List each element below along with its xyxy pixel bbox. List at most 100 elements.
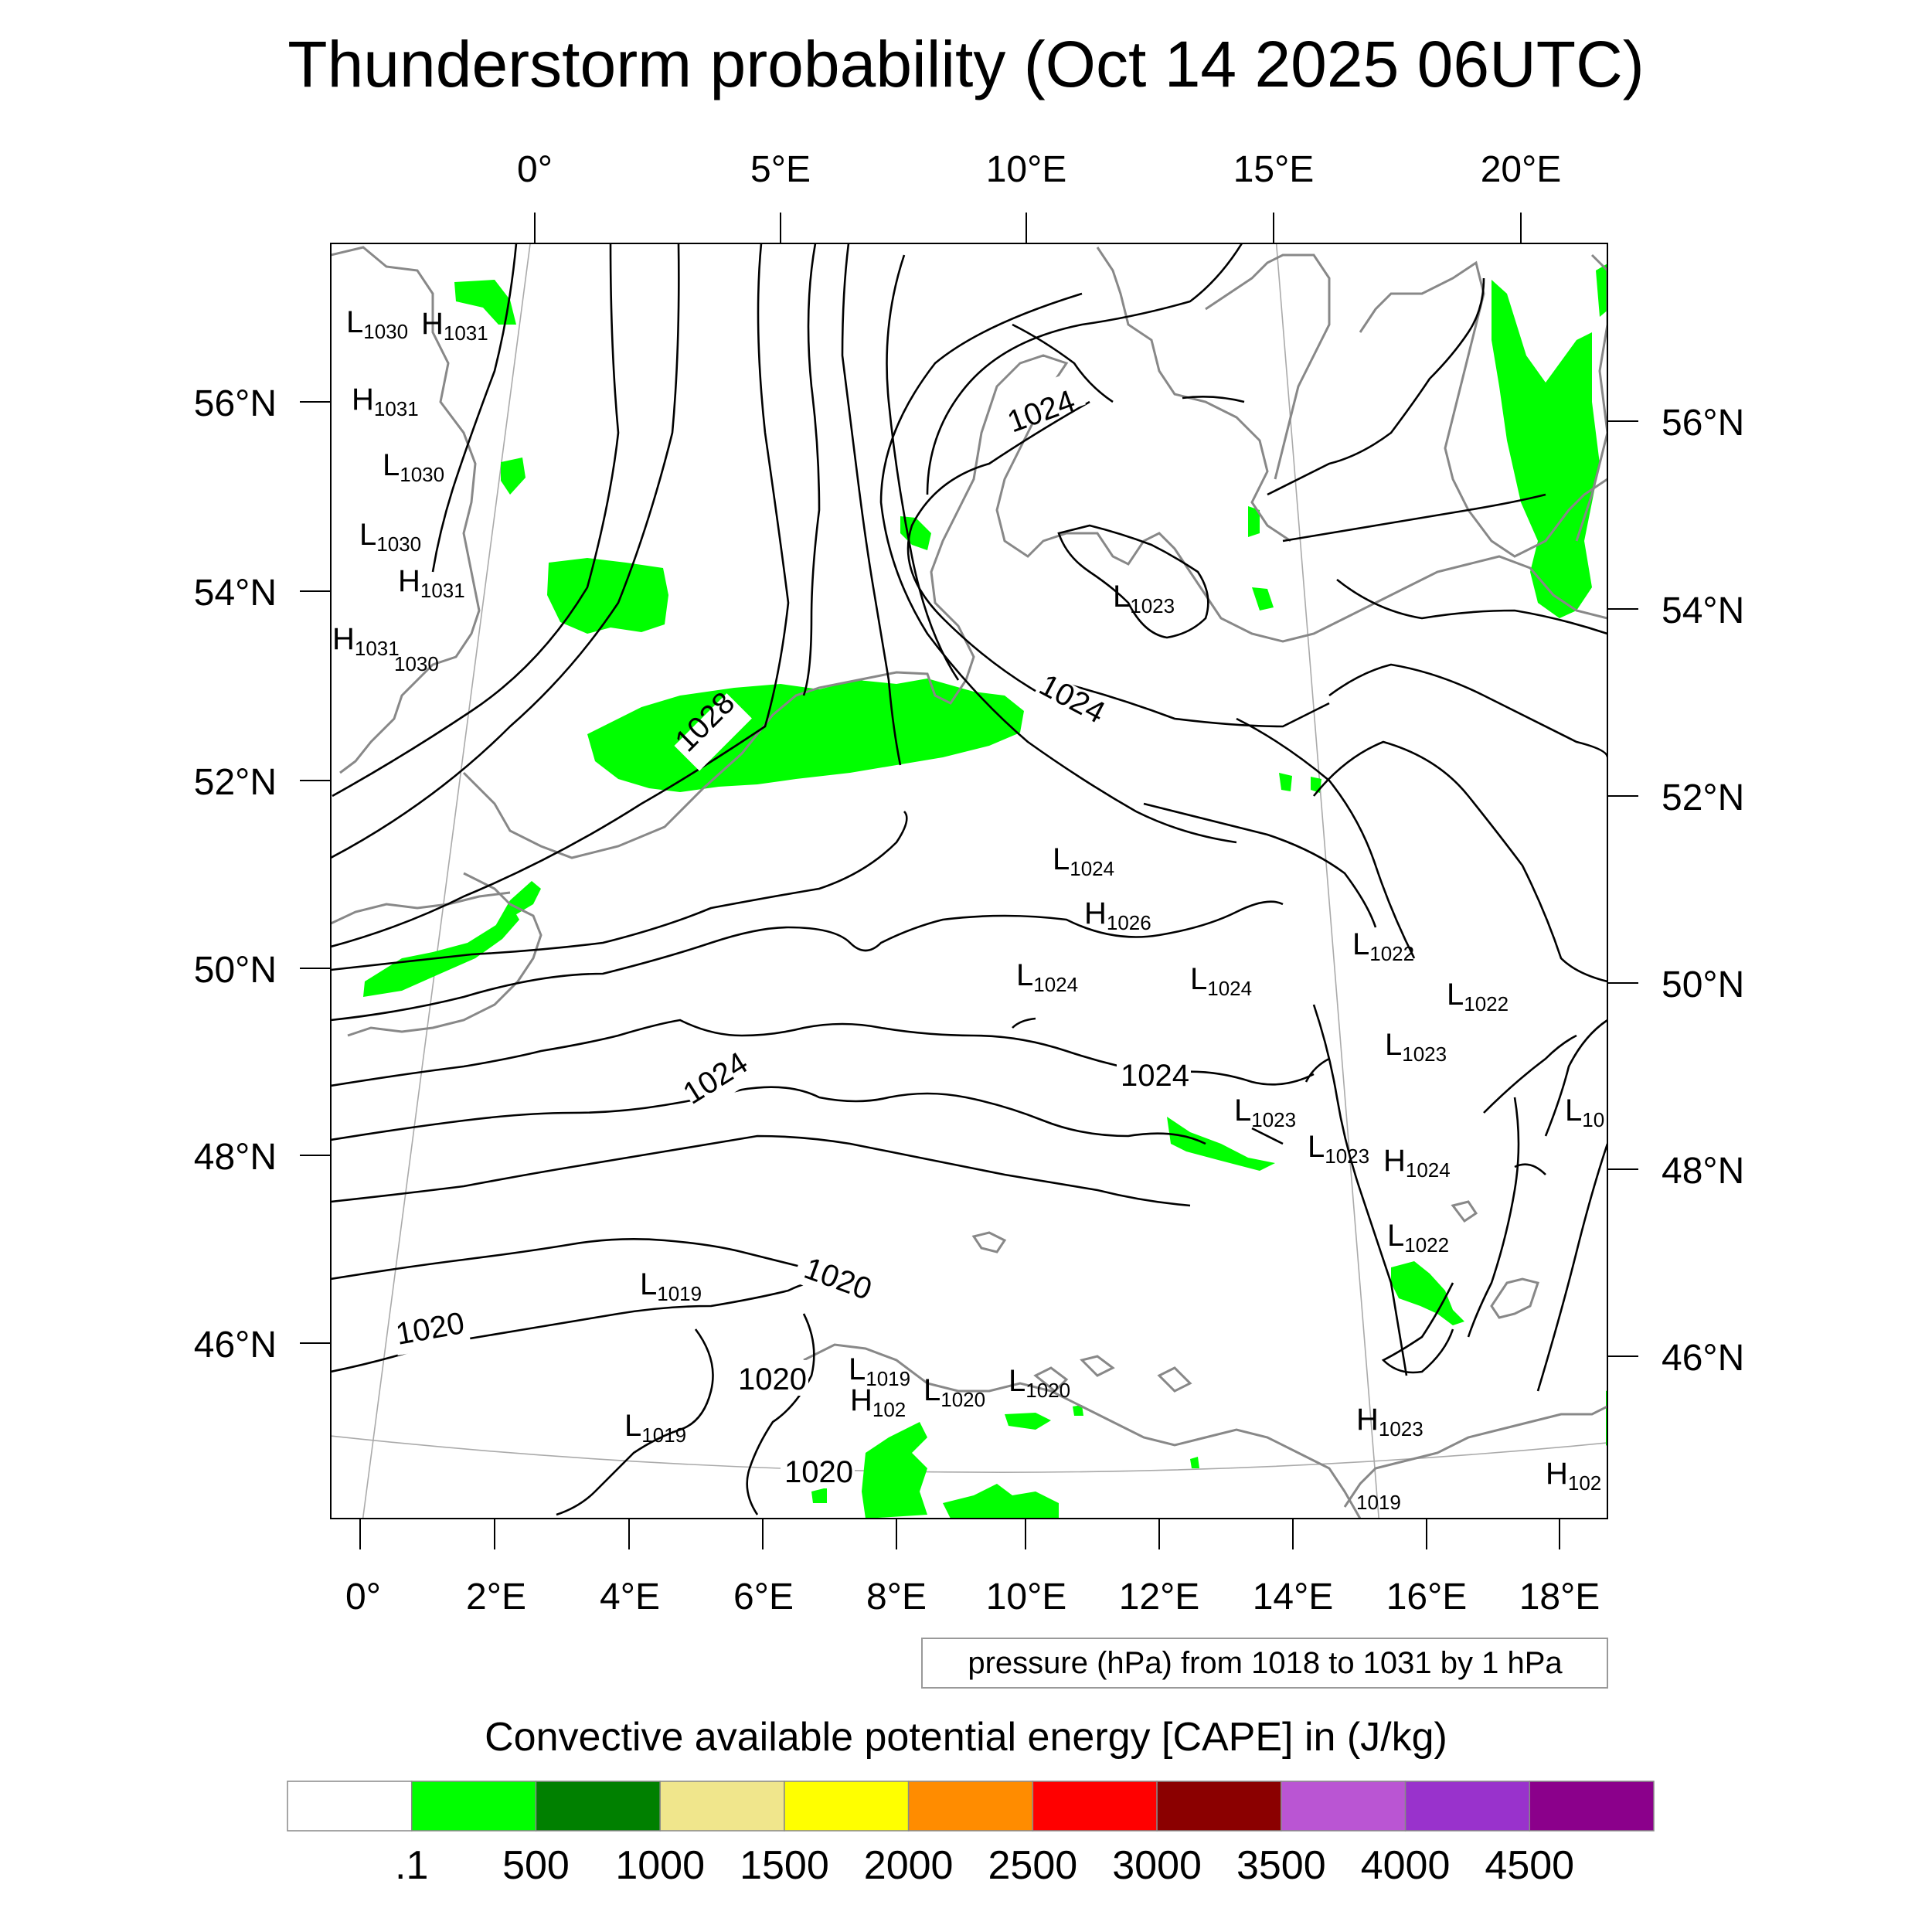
colorbar-tick-label: 2500 <box>988 1843 1078 1888</box>
contour-info-box <box>921 1638 1608 1689</box>
bottom-lon-tick-label: 8°E <box>866 1577 927 1617</box>
cape-field-austria <box>1167 1117 1275 1171</box>
cape-field-small-2 <box>1073 1405 1083 1416</box>
pressure-center: H1026 <box>1084 896 1151 934</box>
colorbar-tick-label: 1500 <box>740 1843 829 1888</box>
top-longitude-axis <box>534 213 1522 243</box>
right-latitude-axis <box>1607 420 1638 1357</box>
cape-field-italy-2 <box>1005 1413 1051 1430</box>
colorbar-tick-label: 3500 <box>1236 1843 1326 1888</box>
graticule <box>331 243 1607 1519</box>
top-lon-tick-label: 10°E <box>986 149 1067 190</box>
cape-field-poland <box>1248 506 1260 537</box>
pressure-center: L1020 <box>923 1373 985 1411</box>
colorbar-swatch <box>287 1781 413 1832</box>
cape-field-baltic-east <box>1492 280 1600 618</box>
cape-field-alps-small <box>811 1488 827 1503</box>
left-lat-tick-label: 56°N <box>194 383 277 424</box>
colorbar-swatch <box>784 1781 910 1832</box>
pressure-center: H1031 <box>398 564 465 602</box>
pressure-center: H102 <box>850 1383 906 1421</box>
pressure-center: L1022 <box>1447 978 1509 1015</box>
bottom-lon-tick-label: 6°E <box>733 1577 794 1617</box>
colorbar-tick-label: 2000 <box>864 1843 954 1888</box>
left-lat-tick-label: 52°N <box>194 762 277 803</box>
pressure-center: L1020 <box>1009 1364 1070 1402</box>
pressure-centers: L1030 H1031 H1031 L1030 L1030 H1031 H103… <box>332 305 1604 1514</box>
bottom-longitude-axis <box>359 1519 1560 1549</box>
bottom-lon-tick-label: 10°E <box>986 1577 1067 1617</box>
colorbar-tick-label: 3000 <box>1112 1843 1202 1888</box>
colorbar-swatch <box>1404 1781 1531 1832</box>
bottom-lon-tick-label: 12°E <box>1119 1577 1200 1617</box>
cape-field-italy <box>943 1484 1059 1519</box>
cape-field-channel-2 <box>495 881 541 927</box>
bottom-lon-tick-label: 0° <box>345 1577 381 1617</box>
colorbar-swatch <box>1529 1781 1655 1832</box>
pressure-center: H1031 <box>332 622 400 660</box>
top-lon-tick-label: 20°E <box>1481 149 1562 190</box>
colorbar-tick-label: 4500 <box>1485 1843 1574 1888</box>
left-lat-tick-label: 48°N <box>194 1137 277 1178</box>
pressure-center: H1024 <box>1383 1144 1451 1182</box>
cape-field-north-sea-north <box>454 280 516 325</box>
contour-label: 1020 <box>784 1455 853 1489</box>
colorbar <box>287 1781 1655 1832</box>
pressure-center: H102 <box>1546 1457 1601 1495</box>
pressure-center: L1023 <box>1113 580 1175 617</box>
right-lat-tick-label: 56°N <box>1662 403 1744 444</box>
cape-field-poland-2 <box>1279 773 1292 791</box>
colorbar-title: Convective available potential energy [C… <box>485 1715 1447 1760</box>
pressure-center: L1024 <box>1016 958 1078 996</box>
cape-field-baltic-east-2 <box>1596 264 1607 317</box>
top-lon-tick-label: 15°E <box>1233 149 1315 190</box>
pressure-center: L1019 <box>849 1352 910 1390</box>
colorbar-swatch <box>535 1781 661 1832</box>
pressure-center: L1022 <box>1352 927 1414 965</box>
left-latitude-axis <box>300 401 331 1344</box>
left-lat-tick-label: 50°N <box>194 950 277 991</box>
colorbar-tick-label: 4000 <box>1361 1843 1451 1888</box>
cape-field-channel <box>363 910 519 997</box>
right-lat-tick-label: 46°N <box>1662 1338 1744 1379</box>
figure-title: Thunderstorm probability (Oct 14 2025 06… <box>287 28 1644 100</box>
pressure-center: L10 <box>1565 1094 1604 1131</box>
bottom-lon-tick-label: 2°E <box>466 1577 526 1617</box>
colorbar-swatch <box>659 1781 785 1832</box>
colorbar-swatch <box>1156 1781 1282 1832</box>
bottom-lon-tick-label: 18°E <box>1519 1577 1600 1617</box>
colorbar-labels: .1 500 1000 1500 2000 2500 3000 3500 4000 4500 <box>395 1843 1574 1888</box>
colorbar-tick-label: .1 <box>395 1843 428 1888</box>
pressure-center: 1019 <box>1356 1491 1401 1514</box>
pressure-center: H1031 <box>352 383 419 420</box>
bottom-lon-tick-label: 14°E <box>1253 1577 1334 1617</box>
top-lon-tick-label: 5°E <box>750 149 811 190</box>
cape-field-jutland <box>900 516 931 550</box>
pressure-center: H1031 <box>421 307 488 345</box>
top-lon-tick-label: 0° <box>517 149 553 190</box>
colorbar-swatch <box>1281 1781 1406 1832</box>
colorbar-swatch <box>907 1781 1034 1832</box>
isobars <box>331 243 1607 1516</box>
right-lat-tick-label: 52°N <box>1662 777 1744 818</box>
pressure-center: L1023 <box>1308 1130 1369 1168</box>
cape-field-alps-south <box>862 1422 927 1519</box>
cape-field-small-1 <box>501 457 526 495</box>
cape-field-baltic-2 <box>1252 587 1274 611</box>
colorbar-tick-label: 1000 <box>615 1843 705 1888</box>
bottom-lon-tick-label: 16°E <box>1386 1577 1468 1617</box>
right-lat-tick-label: 54°N <box>1662 590 1744 631</box>
map-area: 1024 1024 1028 1024 1024 1020 1020 1020 … <box>331 243 1607 1519</box>
cape-field-hungary <box>1391 1261 1464 1325</box>
pressure-center: L1019 <box>640 1267 702 1305</box>
pressure-center: H1023 <box>1356 1403 1423 1440</box>
pressure-center: L1030 <box>346 305 408 343</box>
pressure-center: L1030 <box>359 518 421 556</box>
colorbar-tick-label: 500 <box>502 1843 570 1888</box>
pressure-center: L1023 <box>1385 1028 1447 1066</box>
cape-field-north-sea-central <box>547 558 668 634</box>
contour-info-text: pressure (hPa) from 1018 to 1031 by 1 hP… <box>968 1646 1563 1680</box>
left-lat-tick-label: 46°N <box>194 1325 277 1366</box>
pressure-center: L1030 <box>383 448 444 486</box>
map-frame <box>330 243 1608 1519</box>
